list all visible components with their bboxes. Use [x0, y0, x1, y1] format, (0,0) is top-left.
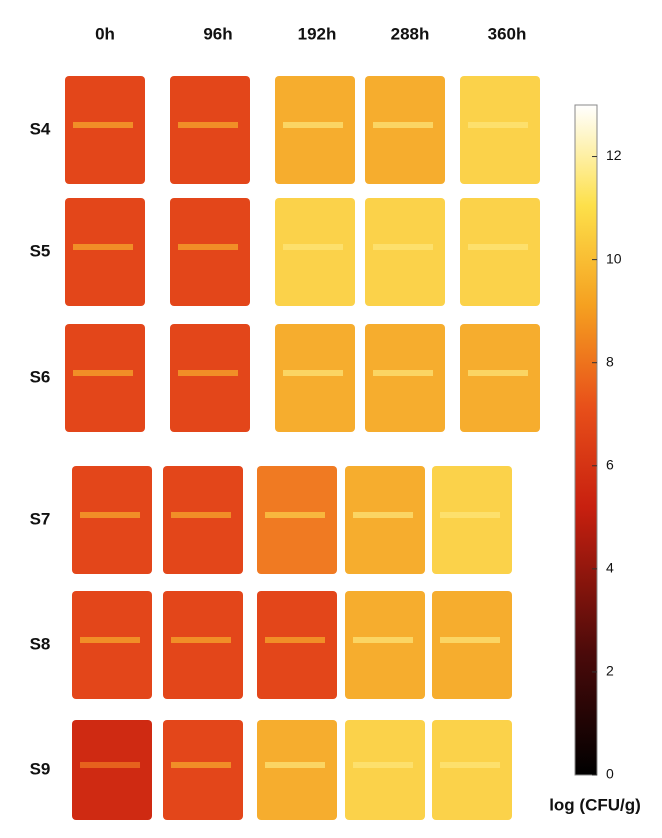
sample-image [275, 324, 355, 432]
sample-texture [468, 370, 528, 376]
row-label: S6 [30, 367, 51, 386]
column-label: 192h [298, 24, 337, 43]
sample-image [65, 76, 145, 184]
sample-image [432, 591, 512, 699]
sample-texture [80, 512, 140, 518]
sample-texture [265, 637, 325, 643]
sample-texture [353, 637, 413, 643]
sample-image [365, 76, 445, 184]
sample-texture [283, 370, 343, 376]
sample-texture [178, 370, 238, 376]
sample-texture [373, 244, 433, 250]
colorbar-tick-label: 6 [606, 456, 614, 472]
sample-image [345, 466, 425, 574]
sample-texture [171, 637, 231, 643]
sample-texture [353, 762, 413, 768]
sample-image [432, 720, 512, 820]
sample-texture [178, 244, 238, 250]
row-label: S9 [30, 759, 51, 778]
sample-image [460, 324, 540, 432]
sample-image [257, 720, 337, 820]
row-label: S4 [30, 119, 51, 138]
sample-texture [373, 370, 433, 376]
row-label: S8 [30, 634, 51, 653]
sample-image [72, 466, 152, 574]
sample-texture [73, 122, 133, 128]
sample-image [345, 720, 425, 820]
sample-image [65, 324, 145, 432]
colorbar-tick-label: 8 [606, 353, 614, 369]
colorbar-tick-label: 12 [606, 147, 622, 163]
sample-image [72, 591, 152, 699]
sample-texture [178, 122, 238, 128]
sample-image [257, 466, 337, 574]
sample-texture [440, 762, 500, 768]
colorbar-label: log (CFU/g) [549, 795, 641, 814]
sample-texture [80, 762, 140, 768]
sample-texture [468, 244, 528, 250]
sample-image [170, 324, 250, 432]
row-label: S7 [30, 509, 51, 528]
sample-texture [265, 512, 325, 518]
row-label: S5 [30, 241, 51, 260]
colorbar [575, 105, 597, 775]
sample-texture [283, 122, 343, 128]
column-label: 360h [488, 24, 527, 43]
colorbar-tick-label: 10 [606, 250, 622, 266]
sample-image [163, 466, 243, 574]
colorbar-tick-label: 0 [606, 766, 614, 782]
sample-image [72, 720, 152, 820]
sample-texture [440, 512, 500, 518]
sample-image [170, 76, 250, 184]
sample-texture [171, 512, 231, 518]
sample-image [163, 591, 243, 699]
sample-texture [373, 122, 433, 128]
sample-image [365, 324, 445, 432]
sample-texture [73, 370, 133, 376]
column-label: 96h [203, 24, 232, 43]
sample-texture [265, 762, 325, 768]
figure: log (CFU/g) 0h 96h 192h 288h 360h S4 S5 S6 S7 S8 S… [0, 0, 662, 833]
sample-image [275, 76, 355, 184]
sample-image [275, 198, 355, 306]
sample-image [365, 198, 445, 306]
sample-image [345, 591, 425, 699]
sample-texture [283, 244, 343, 250]
column-label: 288h [391, 24, 430, 43]
sample-image [65, 198, 145, 306]
sample-texture [171, 762, 231, 768]
sample-texture [440, 637, 500, 643]
colorbar-tick-label: 4 [606, 560, 614, 576]
sample-image [460, 76, 540, 184]
column-label: 0h [95, 24, 115, 43]
sample-image [163, 720, 243, 820]
sample-texture [80, 637, 140, 643]
sample-texture [468, 122, 528, 128]
sample-image [257, 591, 337, 699]
sample-texture [73, 244, 133, 250]
colorbar-tick-label: 2 [606, 663, 614, 679]
sample-image [170, 198, 250, 306]
sample-image [460, 198, 540, 306]
sample-texture [353, 512, 413, 518]
sample-image [432, 466, 512, 574]
